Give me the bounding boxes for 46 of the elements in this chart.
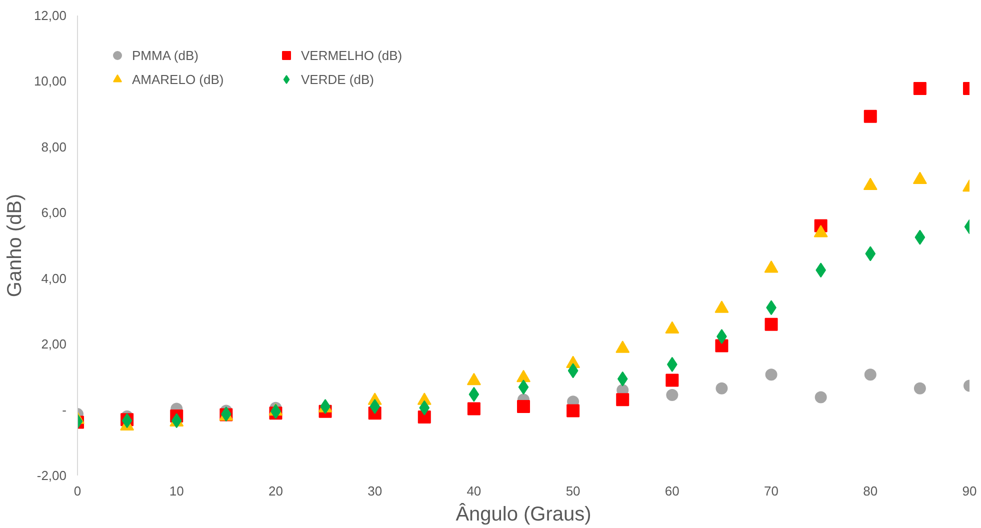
point — [913, 82, 926, 95]
point — [764, 318, 778, 331]
point — [468, 386, 480, 402]
point — [666, 389, 678, 401]
y-axis-title: Ganho (dB) — [4, 194, 26, 298]
y-tick-label: -2,00 — [36, 468, 67, 483]
legend-label: VERDE (dB) — [301, 72, 375, 86]
x-tick-label: 70 — [764, 484, 779, 498]
point — [617, 371, 628, 386]
point — [518, 380, 529, 395]
y-tick-label: 6,00 — [41, 205, 67, 220]
x-tick-label: 90 — [962, 484, 977, 498]
point — [419, 400, 430, 416]
point — [568, 363, 578, 378]
point — [864, 368, 876, 381]
x-tick-label: 50 — [566, 484, 580, 498]
point — [616, 393, 630, 406]
x-tick-label: 10 — [169, 484, 184, 498]
y-tick-label: 8,00 — [41, 139, 67, 154]
point — [467, 402, 480, 416]
x-tick-label: 60 — [664, 484, 680, 498]
x-tick-label: 40 — [466, 484, 482, 498]
point — [864, 110, 877, 123]
y-tick-label: 12,00 — [34, 8, 67, 23]
y-tick-label: 4,00 — [41, 270, 67, 286]
point — [517, 400, 530, 413]
x-tick-label: 20 — [268, 484, 283, 498]
point — [716, 382, 728, 394]
x-axis-title: Ângulo (Graus) — [456, 502, 592, 526]
y-tick-label: 2,00 — [41, 336, 67, 352]
x-tick-label: 30 — [368, 484, 382, 498]
point — [865, 246, 876, 262]
y-tick-label: 10,00 — [34, 74, 67, 89]
x-tick-label: 80 — [863, 484, 878, 498]
point — [814, 391, 827, 404]
legend-label: AMARELO (dB) — [132, 72, 225, 86]
point — [914, 382, 926, 394]
point — [566, 404, 580, 418]
point — [914, 230, 926, 245]
point — [370, 399, 380, 414]
legend-label: VERMELHO (dB) — [301, 48, 404, 62]
y-tick-label: - — [62, 402, 67, 418]
point — [765, 368, 778, 381]
point — [666, 374, 679, 387]
legend-label: PMMA (dB) — [132, 48, 200, 62]
x-tick-label: 0 — [74, 484, 82, 498]
